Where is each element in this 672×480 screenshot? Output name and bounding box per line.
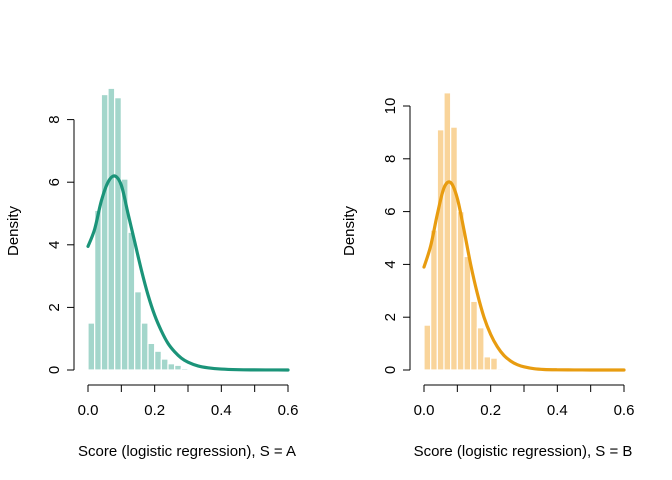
histogram-bar: [476, 327, 485, 371]
histogram-bar: [436, 129, 445, 371]
histogram-bar: [490, 357, 498, 371]
histogram-bar: [167, 363, 176, 371]
x-tick-label: 0.0: [414, 402, 435, 419]
histogram-bar: [114, 97, 122, 371]
x-tick-label: 0.2: [480, 402, 501, 419]
x-tick-label: 0.6: [278, 402, 299, 419]
histogram-bar: [450, 126, 458, 371]
histogram-bar: [443, 92, 452, 371]
histogram-bar: [180, 367, 189, 371]
x-tick-label: 0.4: [211, 402, 232, 419]
y-tick-label: 0: [46, 366, 63, 374]
histogram-bar: [483, 356, 492, 371]
histogram-bar: [127, 231, 136, 371]
y-axis: 0 2 4 6 8 10: [382, 98, 411, 374]
x-tick-label: 0.6: [614, 402, 635, 419]
y-tick-label: 4: [382, 260, 399, 268]
histogram-bar: [100, 93, 109, 371]
y-tick-label: 4: [46, 241, 63, 249]
x-axis: 0.0 0.2 0.4 0.6: [414, 384, 635, 419]
histogram-bars: [87, 87, 209, 371]
histogram-bar: [87, 322, 96, 371]
density-curve: [86, 174, 290, 372]
histogram-bar: [194, 368, 202, 371]
histogram-bars: [423, 92, 505, 371]
histogram-bar: [174, 364, 182, 371]
histogram-bar: [107, 87, 116, 371]
x-tick-label: 0.4: [547, 402, 568, 419]
histogram-bar: [140, 322, 149, 371]
y-tick-label: 6: [46, 178, 63, 186]
histogram-bar: [154, 350, 162, 371]
histogram-bar: [423, 324, 432, 371]
histogram-panel-score-b: 0.0 0.2 0.4 0.6 0 2 4 6 8 10 Score (logistic reg…: [341, 92, 635, 460]
y-tick-label: 10: [382, 98, 399, 115]
histogram-bar: [94, 209, 102, 371]
histogram-bar: [463, 255, 472, 371]
histogram-bar: [187, 368, 196, 371]
x-axis-title: Score (logistic regression), S = A: [78, 443, 296, 460]
histogram-bar: [160, 358, 169, 371]
y-axis-title: Density: [341, 205, 358, 256]
y-tick-label: 6: [382, 207, 399, 215]
histogram-bar: [147, 342, 156, 371]
x-axis: 0.0 0.2 0.4 0.6: [78, 384, 299, 419]
y-tick-label: 8: [382, 155, 399, 163]
x-axis-title: Score (logistic regression), S = B: [414, 443, 633, 460]
density-curve-layer: [86, 174, 290, 372]
histogram-bar: [456, 211, 465, 371]
histogram-bar: [430, 229, 438, 371]
y-tick-label: 8: [46, 115, 63, 123]
y-tick-label: 2: [46, 303, 63, 311]
x-tick-label: 0.2: [144, 402, 165, 419]
density-curve: [422, 180, 626, 372]
y-tick-label: 0: [382, 366, 399, 374]
histogram-bar: [134, 291, 142, 371]
histogram-bar: [496, 368, 505, 371]
y-axis: 0 2 4 6 8: [46, 115, 75, 374]
histogram-bar: [470, 300, 478, 371]
histogram-panel-score-a: 0.0 0.2 0.4 0.6 0 2 4 6 8 Score (logistic regre…: [5, 87, 299, 460]
density-curve-layer: [422, 180, 626, 372]
y-axis-title: Density: [5, 205, 22, 256]
x-tick-label: 0.0: [78, 402, 99, 419]
y-tick-label: 2: [382, 313, 399, 321]
